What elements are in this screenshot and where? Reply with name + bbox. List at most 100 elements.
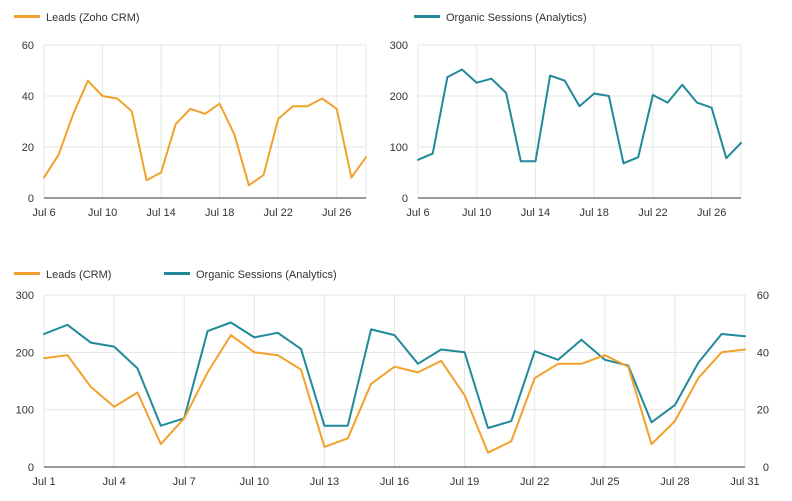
data-point <box>667 102 669 104</box>
data-point <box>347 437 349 439</box>
data-point <box>740 142 742 144</box>
data-point <box>394 366 396 368</box>
data-point <box>263 174 265 176</box>
data-point <box>307 105 309 107</box>
data-point <box>744 349 746 351</box>
data-point <box>564 80 566 82</box>
y-tick-label: 200 <box>390 91 408 103</box>
data-point <box>608 95 610 97</box>
data-point <box>440 360 442 362</box>
data-point <box>580 363 582 365</box>
data-point <box>725 157 727 159</box>
data-point <box>464 351 466 353</box>
data-point <box>160 425 162 427</box>
data-point <box>510 420 512 422</box>
data-point <box>102 95 104 97</box>
data-point <box>744 335 746 337</box>
y-tick-label: 100 <box>390 142 408 154</box>
x-tick-label: Jul 22 <box>520 476 549 488</box>
data-point <box>347 425 349 427</box>
data-point <box>696 102 698 104</box>
data-point <box>721 333 723 335</box>
data-point <box>593 93 595 95</box>
x-tick-label: Jul 18 <box>580 207 609 219</box>
data-point <box>557 359 559 361</box>
data-point <box>137 367 139 369</box>
x-axis-ticks: Jul 6 Jul 10 Jul 14 Jul 18 Jul 22 Jul 26 <box>32 207 351 219</box>
x-tick-label: Jul 22 <box>264 207 293 219</box>
y-tick-label: 300 <box>390 40 408 52</box>
x-tick-label: Jul 6 <box>32 207 55 219</box>
data-point <box>520 160 522 162</box>
data-point <box>446 76 448 78</box>
data-point <box>637 156 639 158</box>
data-point <box>627 365 629 367</box>
data-point <box>277 332 279 334</box>
x-tick-label: Jul 18 <box>205 207 234 219</box>
data-point <box>113 406 115 408</box>
data-point <box>651 443 653 445</box>
x-tick-label: Jul 10 <box>240 476 269 488</box>
y-right-tick-label: 0 <box>763 462 769 474</box>
data-point <box>370 328 372 330</box>
data-point <box>233 133 235 135</box>
data-point <box>557 363 559 365</box>
data-point <box>253 336 255 338</box>
data-point <box>464 394 466 396</box>
data-point <box>711 107 713 109</box>
data-point <box>697 377 699 379</box>
data-point <box>300 369 302 371</box>
legend-label-leads: Leads (Zoho CRM) <box>46 12 140 24</box>
data-point <box>487 452 489 454</box>
data-point <box>487 427 489 429</box>
data-point <box>207 330 209 332</box>
data-point <box>146 179 148 181</box>
left-y-axis-ticks: 0 100 200 300 <box>16 290 34 474</box>
data-point <box>394 334 396 336</box>
data-point <box>549 75 551 77</box>
data-point <box>43 333 45 335</box>
data-point <box>505 92 507 94</box>
data-point <box>204 113 206 115</box>
data-point <box>651 421 653 423</box>
legend-label-leads-crm: Leads (CRM) <box>46 269 111 281</box>
data-point <box>323 425 325 427</box>
legend-swatch-organic-sessions <box>164 272 190 275</box>
data-point <box>90 342 92 344</box>
data-point <box>90 386 92 388</box>
data-point <box>131 110 133 112</box>
x-tick-label: Jul 14 <box>146 207 175 219</box>
right-y-axis-ticks: 0 20 40 60 <box>757 290 769 474</box>
data-point <box>323 446 325 448</box>
data-point <box>604 359 606 361</box>
gridlines <box>417 44 742 198</box>
data-point <box>43 357 45 359</box>
data-point <box>370 383 372 385</box>
data-point <box>137 392 139 394</box>
points-organic-sessions-analytics- <box>417 69 742 165</box>
data-point <box>681 84 683 86</box>
data-point <box>674 420 676 422</box>
data-point <box>604 354 606 356</box>
data-point <box>219 103 221 105</box>
legend-swatch-leads-crm <box>14 272 40 275</box>
data-point <box>350 177 352 179</box>
x-tick-label: Jul 10 <box>462 207 491 219</box>
data-point <box>510 440 512 442</box>
data-point <box>66 324 68 326</box>
data-point <box>417 371 419 373</box>
y-tick-label: 0 <box>402 193 408 205</box>
data-point <box>58 154 60 156</box>
data-point <box>248 184 250 186</box>
data-point <box>365 156 367 158</box>
data-point <box>534 350 536 352</box>
data-point <box>579 105 581 107</box>
data-point <box>534 377 536 379</box>
data-point <box>183 417 185 419</box>
data-point <box>721 351 723 353</box>
x-tick-label: Jul 13 <box>310 476 339 488</box>
series-line-sessions <box>417 68 742 165</box>
x-tick-label: Jul 26 <box>322 207 351 219</box>
series-line-organic-sessions <box>43 321 746 429</box>
